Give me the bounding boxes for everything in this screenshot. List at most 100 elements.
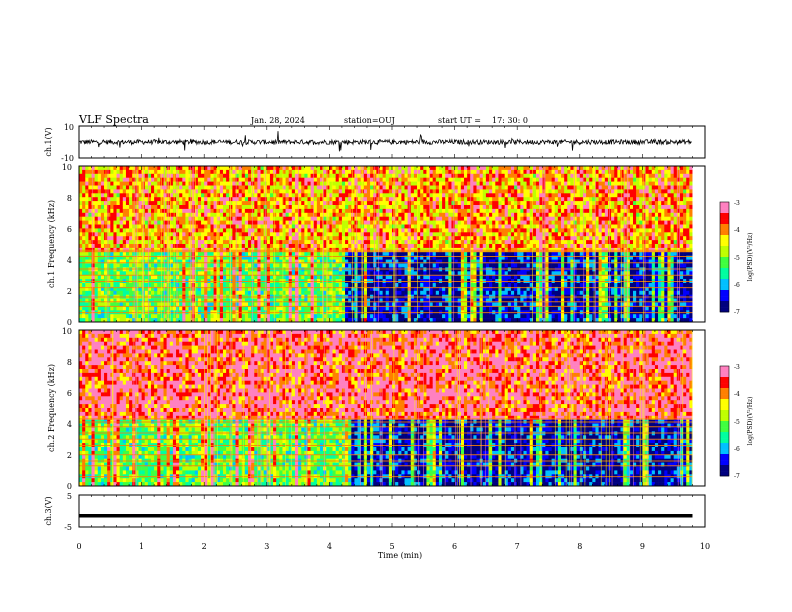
spectrogram-cell xyxy=(94,228,99,233)
spectrogram-cell xyxy=(404,169,408,175)
spectrogram-cell xyxy=(157,236,161,241)
spectrogram-cell xyxy=(241,232,246,237)
spectrogram-cell xyxy=(138,275,142,280)
spectrogram-cell xyxy=(197,205,202,210)
spectrogram-cell xyxy=(320,244,324,249)
spectrogram-cell xyxy=(201,236,205,241)
spectrogram-cell xyxy=(420,302,424,307)
spectrogram-cell xyxy=(82,201,86,206)
spectrogram-cell xyxy=(254,306,258,311)
spectrogram-cell xyxy=(210,166,214,171)
spectrogram-cell xyxy=(285,177,290,182)
spectrogram-cell xyxy=(144,212,149,217)
spectrogram-cell xyxy=(210,314,214,319)
spectrogram-cell xyxy=(401,286,405,292)
spectrogram-cell xyxy=(254,298,258,303)
spectrogram-cell xyxy=(273,212,277,217)
spectrogram-cell xyxy=(201,201,205,206)
spectrogram-cell xyxy=(370,244,374,249)
spectrogram-cell xyxy=(194,205,199,210)
spectrogram-cell xyxy=(445,197,449,202)
spectrogram-cell xyxy=(366,185,371,190)
spectrogram-cell xyxy=(88,286,92,292)
spectrogram-cell xyxy=(163,189,167,194)
spectrogram-cell xyxy=(88,275,92,280)
spectrogram-cell xyxy=(157,302,161,307)
spectrogram-cell xyxy=(241,185,246,190)
spectrogram-cell xyxy=(91,290,95,295)
spectrogram-cell xyxy=(154,205,158,210)
spectrogram-cell xyxy=(241,271,246,276)
spectrogram-cell xyxy=(413,228,418,233)
spectrogram-cell xyxy=(273,181,277,186)
spectrogram-cell xyxy=(429,255,433,260)
spectrogram-cell xyxy=(248,193,252,198)
spectrogram-cell xyxy=(213,267,218,272)
spectrogram-cell xyxy=(442,181,446,186)
spectrogram-cell xyxy=(382,259,387,264)
spectrogram-cell xyxy=(91,197,95,202)
spectrogram-cell xyxy=(235,201,239,206)
spectrogram-cell xyxy=(122,185,127,190)
spectrogram-cell xyxy=(82,302,86,307)
spectrogram-cell xyxy=(119,189,124,194)
spectrogram-cell xyxy=(307,208,311,214)
spectrogram-cell xyxy=(257,302,261,307)
spectrogram-cell xyxy=(294,240,299,245)
spectrogram-cell xyxy=(282,271,286,276)
spectrogram-cell xyxy=(97,197,102,202)
spectrogram-cell xyxy=(147,271,152,276)
spectrogram-cell xyxy=(326,244,330,249)
spectrogram-cell xyxy=(438,290,443,295)
spectrogram-cell xyxy=(248,216,252,221)
spectrogram-cell xyxy=(435,267,440,272)
spectrogram-cell xyxy=(91,244,95,249)
spectrogram-cell xyxy=(294,224,299,229)
spectrogram-cell xyxy=(94,169,99,175)
spectrogram-cell xyxy=(454,306,459,311)
spectrogram-cell xyxy=(260,208,264,214)
spectrogram-cell xyxy=(207,286,211,292)
spectrogram-cell xyxy=(157,201,161,206)
spectrogram-cell xyxy=(238,244,243,249)
spectrogram-cell xyxy=(398,271,402,276)
spectrogram-cell xyxy=(91,283,95,288)
spectrogram-cell xyxy=(169,298,174,303)
spectrogram-cell xyxy=(445,271,449,276)
spectrogram-cell xyxy=(320,185,324,190)
spectrogram-cell xyxy=(370,220,374,225)
spectrogram-cell xyxy=(298,314,302,319)
spectrogram-cell xyxy=(160,306,164,311)
spectrogram-cell xyxy=(445,201,449,206)
spectrogram-cell xyxy=(150,169,155,175)
spectrogram-cell xyxy=(147,173,152,178)
spectrogram-cell xyxy=(276,314,280,319)
spectrogram-cell xyxy=(135,275,139,280)
spectrogram-cell xyxy=(97,255,102,260)
spectrogram-cell xyxy=(129,189,133,194)
spectrogram-cell xyxy=(448,302,452,307)
spectrogram-cell xyxy=(341,228,346,233)
spectrogram-cell xyxy=(248,263,252,268)
spectrogram-cell xyxy=(401,267,405,272)
spectrogram-cell xyxy=(113,286,117,292)
spectrogram-cell xyxy=(232,275,236,280)
spectrogram-cell xyxy=(388,267,393,272)
spectrogram-cell xyxy=(351,232,355,237)
spectrogram-cell xyxy=(435,283,440,288)
spectrogram-cell xyxy=(150,240,155,245)
spectrogram-cell xyxy=(207,302,211,307)
spectrogram-cell xyxy=(260,177,264,182)
spectrogram-cell xyxy=(110,193,114,198)
spectrogram-cell xyxy=(335,263,340,268)
spectrogram-cell xyxy=(332,216,336,221)
spectrogram-cell xyxy=(213,306,218,311)
spectrogram-cell xyxy=(197,193,202,198)
spectrogram-cell xyxy=(429,220,433,225)
spectrogram-cell xyxy=(260,306,264,311)
spectrogram-cell xyxy=(288,181,293,186)
spectrogram-cell xyxy=(244,251,249,256)
spectrogram-cell xyxy=(266,290,271,295)
spectrogram-cell xyxy=(91,286,95,292)
spectrogram-cell xyxy=(100,166,105,171)
